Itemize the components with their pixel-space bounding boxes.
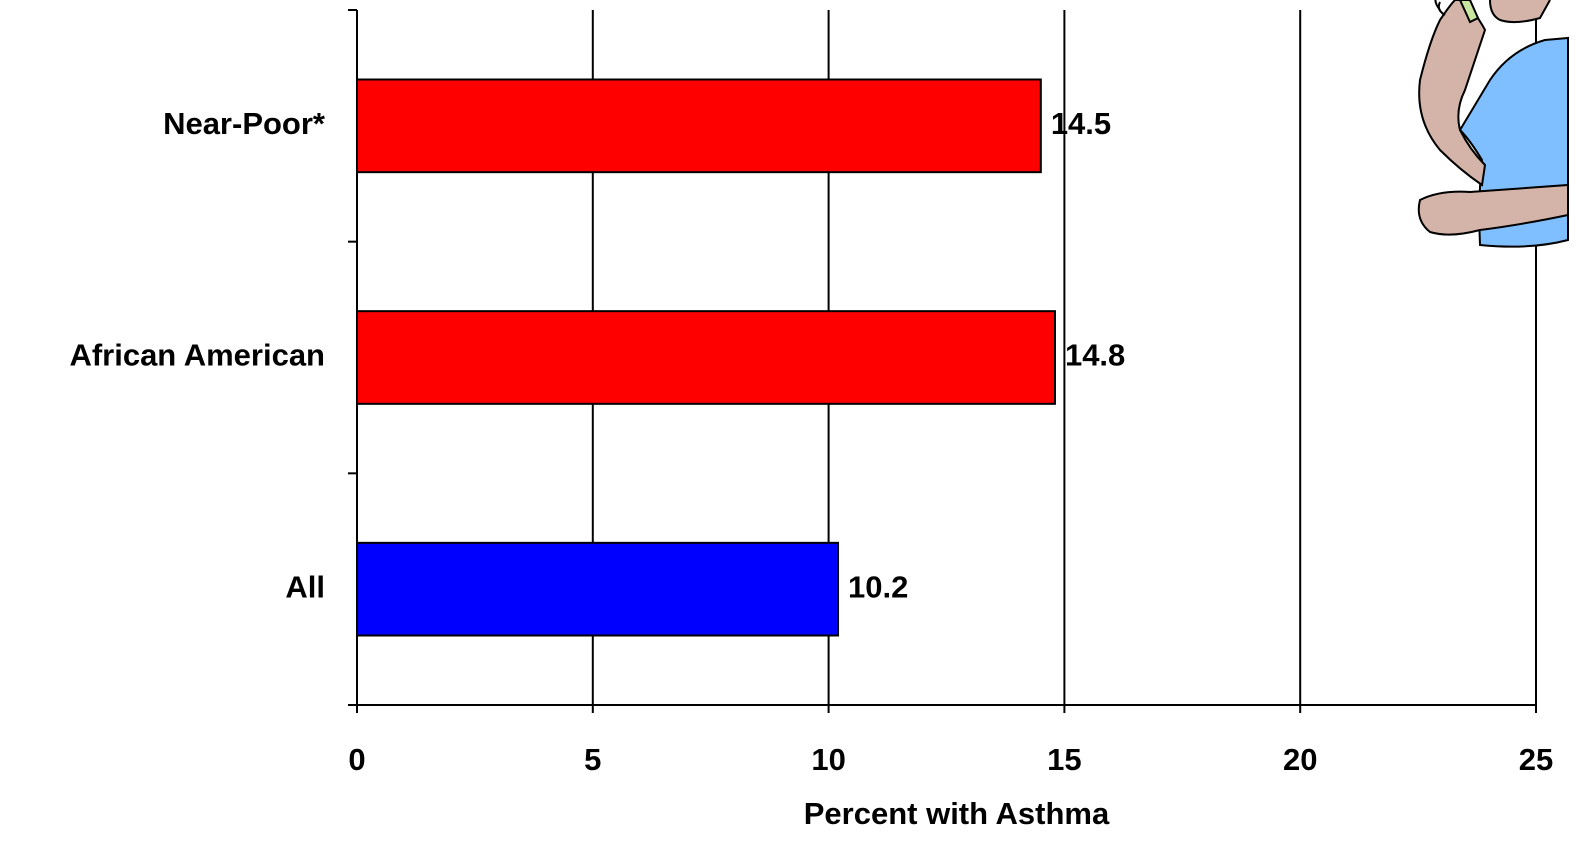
y-tick-label: All — [285, 569, 325, 604]
bar — [356, 541, 840, 637]
value-label: 10.2 — [848, 569, 908, 604]
x-tick-label: 5 — [584, 742, 601, 777]
plot-area: 0 5 10 15 20 25 Percent with Asthma 14.5 Near-Po… — [69, 9, 1553, 831]
y-tick-label: Near-Poor* — [163, 106, 326, 141]
x-axis-label: Percent with Asthma — [804, 796, 1110, 831]
y-tick-label: African American — [69, 338, 325, 373]
x-tick-label: 15 — [1047, 742, 1081, 777]
x-tick-label: 0 — [348, 742, 365, 777]
x-tick-label: 10 — [811, 742, 845, 777]
x-tick-label: 20 — [1283, 742, 1317, 777]
bar — [356, 310, 1056, 405]
x-tick-label: 25 — [1519, 742, 1553, 777]
value-label: 14.8 — [1065, 338, 1125, 373]
illustration — [1417, 0, 1569, 248]
value-label: 14.5 — [1051, 106, 1111, 141]
bar — [356, 78, 1042, 174]
